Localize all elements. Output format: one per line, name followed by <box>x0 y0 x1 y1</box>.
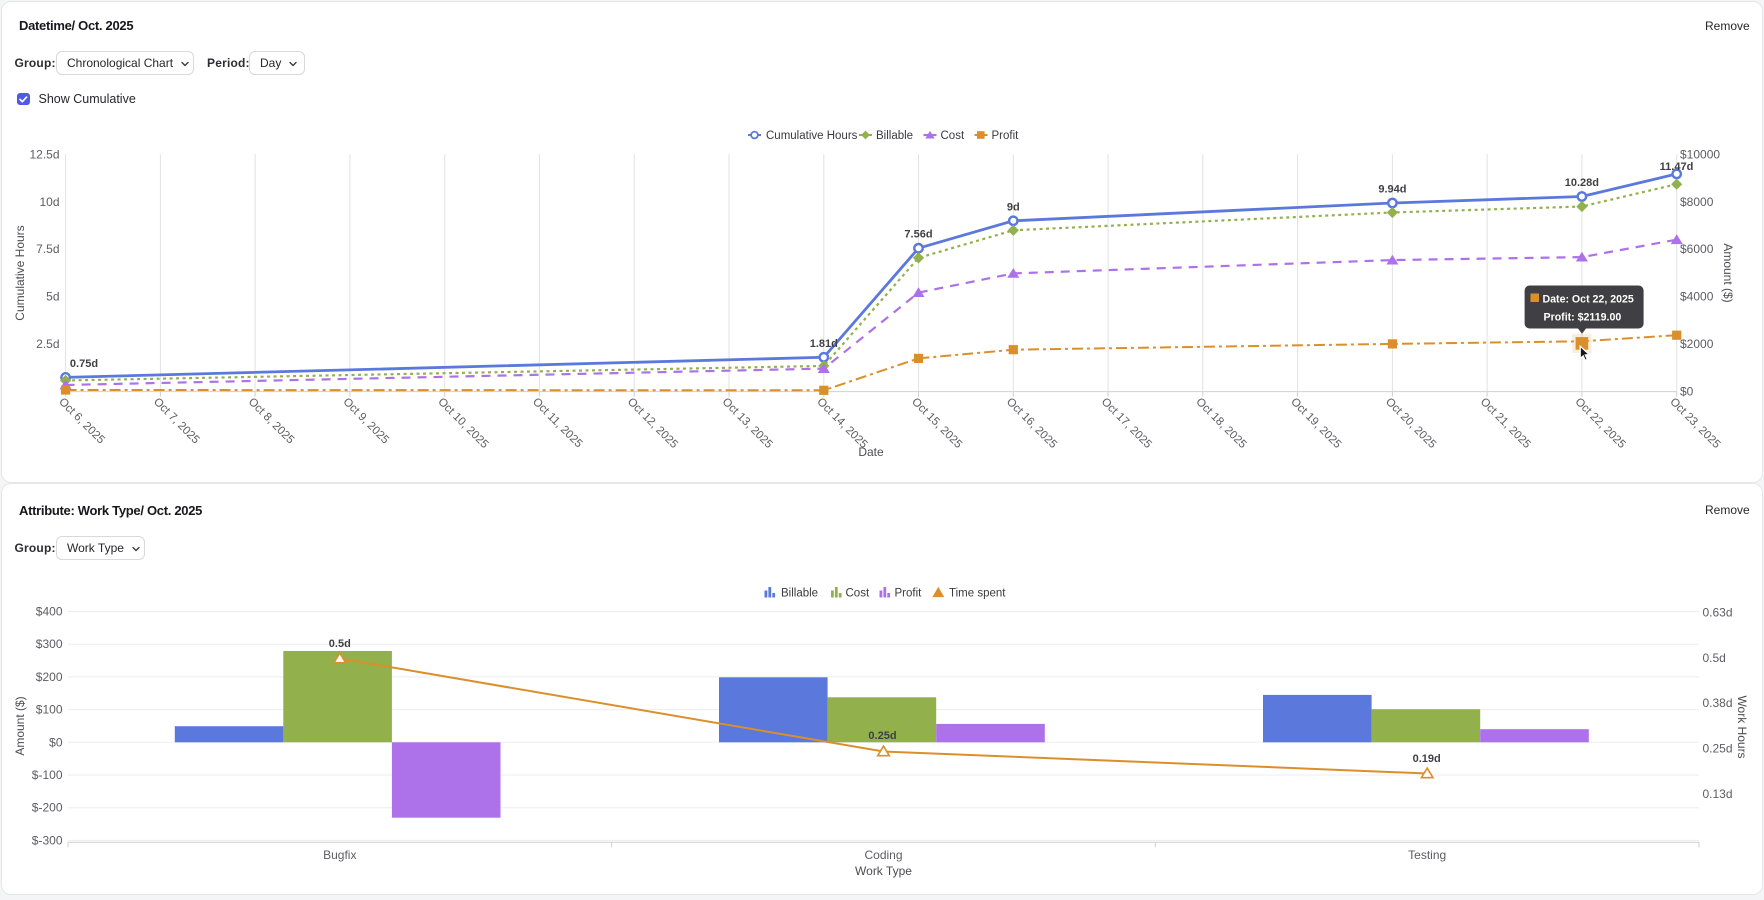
svg-text:$-200: $-200 <box>32 801 63 815</box>
svg-text:Oct 16, 2025: Oct 16, 2025 <box>1004 396 1059 451</box>
svg-text:Oct 7, 2025: Oct 7, 2025 <box>151 396 202 447</box>
svg-text:Oct 18, 2025: Oct 18, 2025 <box>1193 396 1248 451</box>
svg-text:Bugfix: Bugfix <box>323 848 356 862</box>
svg-text:2.5d: 2.5d <box>36 337 59 351</box>
svg-text:Oct 23, 2025: Oct 23, 2025 <box>1667 396 1722 451</box>
svg-text:$10000: $10000 <box>1680 147 1720 161</box>
svg-text:Profit: Profit <box>895 588 923 600</box>
svg-text:$400: $400 <box>36 605 63 619</box>
svg-text:Oct 22, 2025: Oct 22, 2025 <box>1573 396 1628 451</box>
svg-text:$300: $300 <box>36 637 63 651</box>
svg-text:Oct 8, 2025: Oct 8, 2025 <box>246 396 297 447</box>
svg-text:12.5d: 12.5d <box>29 147 59 161</box>
svg-text:Cost: Cost <box>846 588 870 600</box>
svg-text:Oct 11, 2025: Oct 11, 2025 <box>530 396 584 450</box>
svg-text:9d: 9d <box>1007 201 1020 213</box>
svg-text:Oct 10, 2025: Oct 10, 2025 <box>435 396 490 451</box>
svg-text:$0: $0 <box>1680 385 1694 399</box>
svg-text:Date: Oct 22, 2025: Date: Oct 22, 2025 <box>1543 294 1634 306</box>
svg-text:9.94d: 9.94d <box>1378 184 1406 196</box>
svg-text:11.47d: 11.47d <box>1660 161 1694 173</box>
svg-text:0.25d: 0.25d <box>1703 742 1733 756</box>
svg-text:$-100: $-100 <box>32 768 63 782</box>
svg-text:5d: 5d <box>46 290 59 304</box>
svg-text:Work Hours: Work Hours <box>1735 695 1749 758</box>
svg-text:0.19d: 0.19d <box>1413 753 1441 765</box>
svg-text:Amount ($): Amount ($) <box>13 696 27 755</box>
svg-text:Cost: Cost <box>941 130 965 142</box>
svg-text:Oct 13, 2025: Oct 13, 2025 <box>720 396 775 451</box>
svg-text:$100: $100 <box>36 703 63 717</box>
svg-text:10d: 10d <box>39 195 59 209</box>
svg-text:Oct 15, 2025: Oct 15, 2025 <box>909 396 964 451</box>
svg-text:$0: $0 <box>49 735 63 749</box>
svg-text:Amount ($): Amount ($) <box>1721 243 1735 302</box>
svg-text:Billable: Billable <box>876 130 913 142</box>
svg-text:Coding: Coding <box>864 848 902 862</box>
svg-text:Oct 14, 2025: Oct 14, 2025 <box>814 396 869 451</box>
svg-text:0.75d: 0.75d <box>70 358 98 370</box>
svg-text:Profit: Profit <box>992 130 1020 142</box>
svg-text:Time spent: Time spent <box>949 588 1006 600</box>
svg-text:Work Type: Work Type <box>855 864 912 878</box>
svg-text:0.25d: 0.25d <box>868 730 896 742</box>
svg-text:10.28d: 10.28d <box>1565 177 1599 189</box>
svg-text:Oct 17, 2025: Oct 17, 2025 <box>1099 396 1154 451</box>
svg-text:0.5d: 0.5d <box>329 638 351 650</box>
svg-text:Oct 12, 2025: Oct 12, 2025 <box>625 396 680 451</box>
svg-text:Profit: $2119.00: Profit: $2119.00 <box>1544 312 1622 324</box>
svg-text:0.38d: 0.38d <box>1703 696 1733 710</box>
svg-text:Oct 21, 2025: Oct 21, 2025 <box>1478 396 1533 451</box>
svg-text:$200: $200 <box>36 670 63 684</box>
svg-text:$6000: $6000 <box>1680 242 1714 256</box>
svg-text:Oct 20, 2025: Oct 20, 2025 <box>1383 396 1438 451</box>
svg-text:0.13d: 0.13d <box>1703 787 1733 801</box>
svg-text:0.63d: 0.63d <box>1703 605 1733 619</box>
svg-text:$-300: $-300 <box>32 833 63 847</box>
svg-text:1.81d: 1.81d <box>810 338 838 350</box>
svg-text:Date: Date <box>858 445 884 459</box>
svg-text:Oct 6, 2025: Oct 6, 2025 <box>56 396 107 447</box>
svg-text:Billable: Billable <box>781 588 818 600</box>
svg-text:Cumulative Hours: Cumulative Hours <box>13 225 27 320</box>
svg-text:$2000: $2000 <box>1680 337 1714 351</box>
svg-text:7.5d: 7.5d <box>36 242 59 256</box>
svg-text:7.56d: 7.56d <box>904 229 932 241</box>
svg-text:Oct 9, 2025: Oct 9, 2025 <box>341 396 392 447</box>
svg-text:$8000: $8000 <box>1680 195 1714 209</box>
svg-text:$4000: $4000 <box>1680 290 1714 304</box>
svg-text:Testing: Testing <box>1408 848 1446 862</box>
svg-text:Oct 19, 2025: Oct 19, 2025 <box>1288 396 1343 451</box>
svg-text:Cumulative Hours: Cumulative Hours <box>766 130 858 142</box>
svg-text:0.5d: 0.5d <box>1703 651 1726 665</box>
